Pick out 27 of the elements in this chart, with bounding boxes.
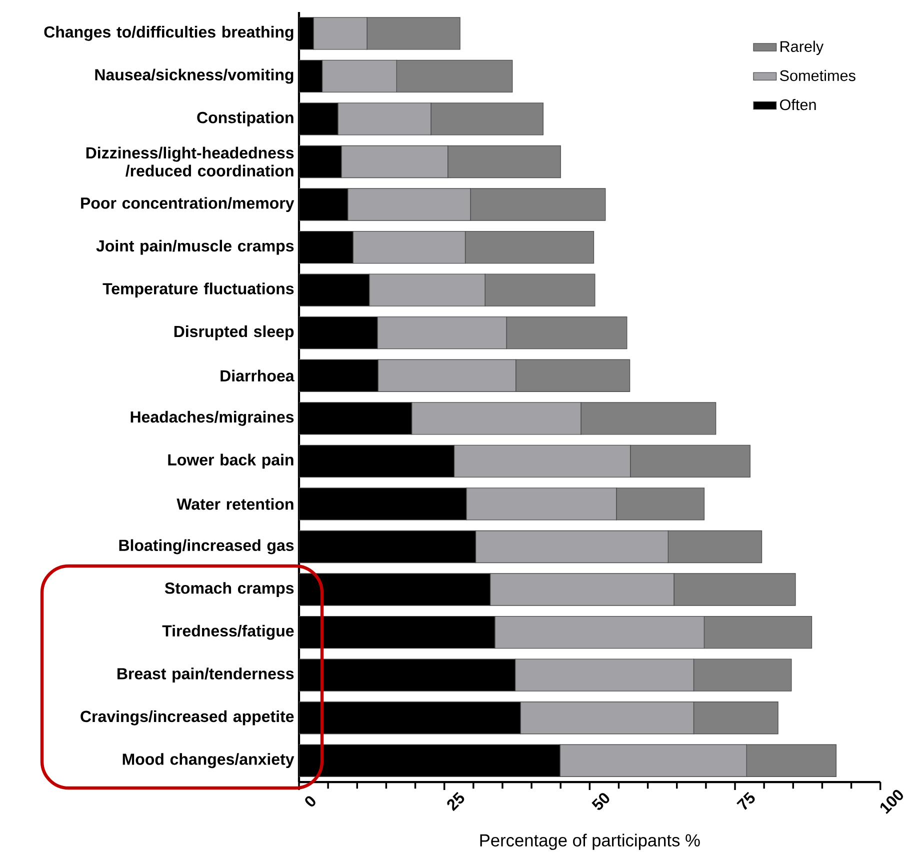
y-tick-label: Constipation [197, 112, 294, 126]
y-tick-label: Bloating/increased gas [119, 539, 294, 554]
y-tick-label: Joint pain/muscle cramps [96, 240, 294, 255]
legend-label: Sometimes [780, 70, 856, 82]
y-tick-label: Disrupted sleep [174, 325, 294, 340]
y-tick-label: Mood changes/anxiety [122, 753, 294, 768]
x-tick-label: 50 [592, 793, 610, 810]
x-axis-title: Percentage of participants % [480, 834, 700, 850]
y-tick-label: Changes to/difficulties breathing [44, 26, 294, 41]
y-tick-label: Tiredness/fatigue [162, 624, 294, 640]
y-tick-label: Diarrhoea [220, 370, 294, 382]
y-tick-label: Lower back pain [168, 454, 294, 469]
y-tick-label: Water retention [176, 498, 294, 510]
y-tick-label: Temperature fluctuations [102, 282, 294, 298]
y-tick-label: Poor concentration/memory [81, 197, 294, 212]
y-tick-label: Headaches/migraines [130, 410, 294, 426]
legend-label: Rarely [780, 40, 824, 56]
legend-label: Often [780, 98, 816, 110]
y-tick-label: Cravings/increased appetite [80, 710, 294, 726]
y-tick-label: Nausea/sickness/vomiting [95, 68, 294, 84]
x-tick-label: 25 [447, 792, 464, 812]
x-tick-label: 0 [305, 796, 316, 806]
x-tick-label: 100 [880, 790, 903, 814]
y-tick-label: Dizziness/light-headedness /reduced coordination [86, 146, 294, 177]
x-tick-label: 75 [736, 792, 755, 810]
y-tick-label: Stomach cramps [164, 582, 294, 597]
y-tick-label: Breast pain/tenderness [118, 668, 294, 683]
